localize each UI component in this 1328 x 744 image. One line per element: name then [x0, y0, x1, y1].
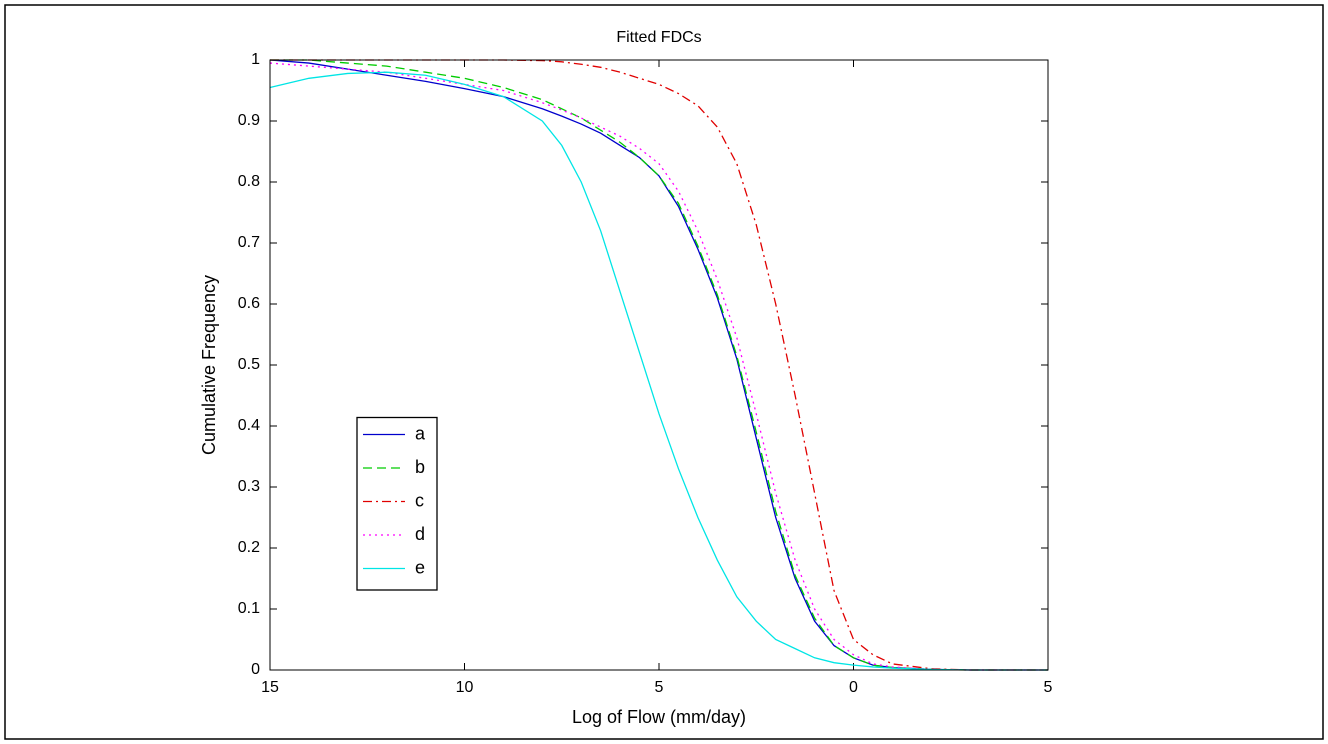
x-axis-label: Log of Flow (mm/day) — [572, 707, 746, 727]
y-tick-label: 0 — [251, 661, 260, 678]
y-tick-label: 1 — [251, 51, 260, 68]
y-tick-label: 0.6 — [238, 295, 260, 312]
y-tick-label: 0.7 — [238, 234, 260, 251]
series-line — [270, 59, 1048, 671]
y-tick-label: 0.1 — [238, 600, 260, 617]
y-tick-label: 0.4 — [238, 417, 260, 434]
y-tick-label: 0.8 — [238, 173, 260, 190]
series-line — [269, 71, 1048, 671]
y-axis-label: Cumulative Frequency — [199, 275, 219, 455]
legend-label: e — [415, 557, 425, 577]
x-tick-label: 10 — [456, 679, 474, 696]
y-tick-label: 0.9 — [238, 112, 260, 129]
y-tick-label: 0.3 — [238, 478, 260, 495]
legend-label: c — [415, 490, 424, 510]
y-tick-label: 0.2 — [238, 539, 260, 556]
legend-label: a — [415, 423, 426, 443]
figure-frame — [4, 4, 1324, 740]
x-tick-label: 5 — [1044, 679, 1053, 696]
x-tick-label: 0 — [849, 679, 858, 696]
y-tick-label: 0.5 — [238, 356, 260, 373]
legend-label: d — [415, 524, 425, 544]
x-tick-label: 15 — [261, 679, 279, 696]
legend-label: b — [415, 457, 425, 477]
plot-frame — [269, 59, 1049, 671]
series-line — [270, 59, 1048, 671]
legend-box — [356, 416, 438, 591]
chart-title: Fitted FDCs — [616, 29, 701, 46]
x-tick-label: 5 — [655, 679, 664, 696]
